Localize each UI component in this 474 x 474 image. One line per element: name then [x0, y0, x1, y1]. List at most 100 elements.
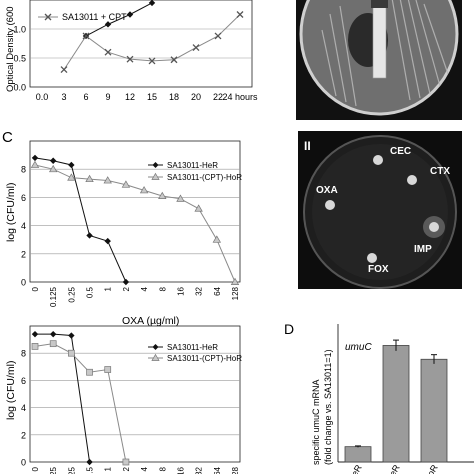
second-point — [49, 330, 57, 338]
oxa-x-tick-label: 128 — [231, 286, 240, 300]
second-series-line — [35, 333, 91, 463]
oxa-point — [158, 191, 167, 199]
growth-x-tick-label: 12 — [125, 92, 135, 102]
growth-point — [236, 11, 244, 18]
second-x-tick-label: 8 — [158, 466, 167, 471]
oxa-series — [30, 154, 240, 286]
second-series — [31, 330, 130, 466]
growth-point — [104, 48, 112, 56]
second-plot-area — [29, 325, 241, 463]
oxa-point — [67, 173, 76, 181]
second-point — [104, 366, 112, 373]
oxa-plot-area — [29, 140, 241, 283]
growth-y-ticks: 0.0 0.5 1.0 — [13, 25, 26, 93]
growth-point — [148, 57, 156, 65]
umuc-title: umuC — [345, 342, 372, 353]
umuc-x-tick-label: HoR — [422, 463, 440, 474]
oxa-x-tick-label: 32 — [195, 286, 204, 295]
oxa-point — [30, 160, 40, 168]
second-x-tick-label: 16 — [176, 466, 185, 474]
oxa-x-tick-label: 4 — [140, 286, 149, 291]
disc-ctx: CTX — [407, 166, 450, 185]
oxa-point — [230, 277, 240, 285]
growth-point — [60, 66, 68, 74]
growth-x-tick-label: 3 — [61, 92, 66, 102]
growth-x-tick-label: 6 — [83, 92, 88, 102]
second-point — [68, 349, 75, 357]
oxa-y-tick-label: 4 — [21, 221, 26, 231]
growth-legend-x-marker — [44, 13, 52, 21]
second-y-tick-label: 8 — [21, 349, 26, 359]
second-point — [122, 458, 130, 466]
umuc-x-tick-label: HeR — [346, 463, 364, 474]
second-point — [86, 458, 93, 466]
oxa-y-tick-label: 2 — [21, 249, 26, 259]
growth-point — [192, 44, 200, 52]
second-point — [31, 343, 39, 350]
oxa-legend-label-2: SA13011-(CPT)-HoR — [167, 173, 242, 182]
growth-legend: SA13011 + CPT — [38, 12, 127, 22]
disc-label-imp: IMP — [414, 244, 432, 255]
growth-gridlines — [30, 28, 252, 59]
umuc-chart: D specific umuC mRNA (fold change vs. SA… — [284, 321, 474, 474]
disc-oxa: OXA — [316, 185, 338, 210]
umuc-y-label-1: specific umuC mRNA — [311, 379, 321, 465]
disc-label-fox: FOX — [368, 264, 389, 275]
growth-x-tick-label: 22 — [213, 92, 223, 102]
oxa-y-tick-label: 8 — [21, 165, 26, 175]
oxa-point — [121, 180, 131, 188]
oxa-point — [176, 194, 185, 202]
second-legend-label-2: SA13011-(CPT)-HoR — [167, 354, 242, 363]
second-y-tick-label: 4 — [21, 403, 26, 413]
growth-x-tick-label: 0.0 — [36, 92, 49, 102]
oxa-x-tick-label: 0.5 — [86, 286, 95, 298]
oxa-point — [48, 164, 58, 173]
second-x-tick-label: 64 — [213, 466, 222, 474]
oxa-x-ticks: 0 0.125 0.25 0.5 1 2 4 8 16 32 64 128 — [31, 286, 240, 307]
oxa-series-line — [34, 164, 236, 283]
growth-point — [214, 32, 222, 40]
oxa-x-tick-label: 0 — [31, 286, 40, 291]
growth-y-label: Optical Density (600 — [5, 6, 16, 92]
oxa-point — [68, 161, 75, 169]
oxa-x-tick-label: 0.125 — [49, 286, 58, 307]
umuc-bar — [420, 358, 448, 463]
umuc-bar — [382, 345, 410, 463]
plate-photo-ii: II CEC CTX OXA IMP FOX — [298, 131, 462, 289]
oxa-chart: C log (CFU/ml) 0 2 4 6 8 0 0.125 0.25 0.5 1 2 4 8 16… — [2, 129, 242, 327]
second-x-tick-label: .25 — [67, 466, 76, 474]
second-x-tick-label: .125 — [49, 466, 58, 474]
oxa-x-tick-label: 64 — [213, 286, 222, 295]
disc-label-oxa: OXA — [316, 185, 338, 196]
second-point — [31, 330, 39, 338]
second-y-tick-label: 0 — [21, 458, 26, 468]
growth-y-tick-label: 0.0 — [13, 83, 26, 93]
second-x-tick-label: 4 — [140, 466, 149, 471]
bacterial-streaks — [321, 0, 449, 107]
growth-x-tick-label: 15 — [147, 92, 157, 102]
umuc-x-ticks: HeR HeR HoR — [346, 463, 440, 474]
second-x-tick-label: .5 — [86, 466, 95, 473]
oxa-x-tick-label: 16 — [176, 286, 185, 295]
growth-x-tick-label: 18 — [169, 92, 179, 102]
growth-x-tick-label: 24 hours — [222, 92, 258, 102]
oxa-point — [85, 174, 94, 183]
oxa-point — [212, 235, 222, 243]
umuc-y-label-2: (fold change vs. SA13011=1) — [323, 349, 333, 465]
second-y-tick-label: 2 — [21, 430, 26, 440]
growth-series-line — [85, 2, 153, 37]
second-y-tick-label: 6 — [21, 376, 26, 386]
oxa-y-ticks: 0 2 4 6 8 — [21, 165, 26, 288]
growth-point — [126, 11, 134, 18]
oxa-series-line — [34, 157, 127, 283]
growth-point — [82, 32, 90, 40]
oxa-x-tick-label: 1 — [104, 286, 113, 291]
oxa-point — [122, 278, 130, 286]
oxa-x-label: OXA (µg/ml) — [122, 315, 179, 327]
oxa-gridlines — [30, 168, 240, 255]
second-x-tick-label: 1 — [104, 466, 113, 471]
disc-fox: FOX — [367, 253, 389, 275]
oxa-point — [103, 176, 112, 184]
growth-y-tick-label: 0.5 — [13, 54, 26, 64]
oxa-point — [31, 154, 39, 162]
